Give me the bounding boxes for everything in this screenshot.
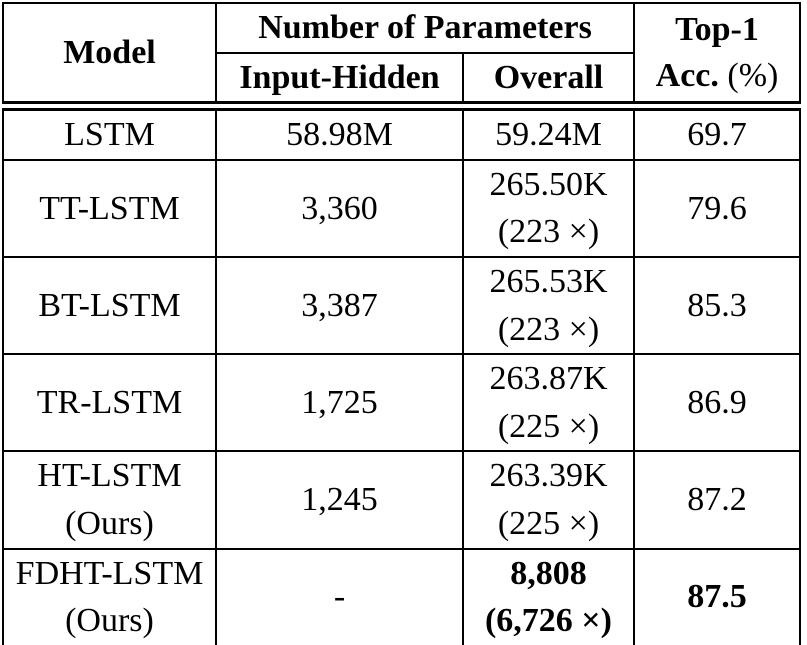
model-cell: LSTM	[2, 105, 217, 161]
accuracy-cell: 87.2	[633, 450, 801, 550]
header-params-group: Number of Parameters	[215, 2, 635, 54]
header-acc-unit: (%)	[727, 56, 779, 94]
table-row-fdht-lstm: FDHT-LSTM (Ours) - 8,808 (6,726 ×) 87.5	[2, 547, 801, 645]
accuracy-cell: 87.5	[633, 547, 801, 645]
header-top1: Top-1 Acc. (%)	[633, 1, 801, 112]
header-row-2: Input-Hidden Overall	[3, 51, 800, 112]
accuracy-cell: 85.3	[633, 255, 801, 356]
compression-ratio: (225 ×)	[497, 504, 600, 542]
table-row-ht-lstm: HT-LSTM (Ours) 1,245 263.39K (225 ×) 87.…	[2, 450, 801, 550]
model-cell: TR-LSTM	[2, 353, 217, 453]
overall-cell: 265.53K (223 ×)	[462, 255, 635, 356]
model-suffix: (Ours)	[65, 602, 154, 640]
model-cell: FDHT-LSTM (Ours)	[2, 547, 217, 645]
accuracy-cell: 79.6	[633, 158, 801, 258]
header-top1-line2: Acc. (%)	[636, 53, 798, 97]
table-row-lstm: LSTM 58.98M 59.24M 69.7	[2, 105, 801, 161]
model-cell: BT-LSTM	[2, 255, 217, 356]
overall-cell: 265.50K (223 ×)	[462, 158, 635, 258]
compression-ratio: (223 ×)	[497, 213, 600, 251]
overall-value: 8,808	[510, 554, 587, 592]
table-header: Model Number of Parameters Top-1 Acc. (%…	[2, 1, 801, 112]
overall-value: 265.50K	[489, 165, 608, 203]
header-top1-line1: Top-1	[675, 10, 759, 48]
overall-cell: 8,808 (6,726 ×)	[462, 547, 635, 645]
table-row-tt-lstm: TT-LSTM 3,360 265.50K (223 ×) 79.6	[2, 158, 801, 258]
overall-cell: 263.87K (225 ×)	[462, 353, 635, 453]
model-cell: HT-LSTM (Ours)	[2, 450, 217, 550]
accuracy-cell: 69.7	[633, 105, 801, 161]
compression-ratio: (225 ×)	[497, 407, 600, 445]
header-row-1: Model Number of Parameters Top-1 Acc. (%…	[2, 1, 801, 112]
model-suffix: (Ours)	[65, 504, 154, 542]
accuracy-cell: 86.9	[633, 353, 801, 453]
compression-ratio: (223 ×)	[497, 310, 600, 348]
input-hidden-cell: 3,360	[215, 158, 464, 258]
input-hidden-cell: 58.98M	[215, 105, 464, 161]
header-model: Model	[2, 1, 217, 112]
header-overall: Overall	[462, 51, 635, 112]
overall-value: 265.53K	[489, 262, 608, 300]
input-hidden-cell: -	[215, 547, 464, 645]
compression-ratio: (6,726 ×)	[484, 602, 613, 640]
input-hidden-cell: 1,725	[215, 353, 464, 453]
model-name: HT-LSTM	[37, 457, 182, 495]
model-cell: TT-LSTM	[2, 158, 217, 258]
header-acc-label: Acc.	[655, 56, 719, 94]
table-body: LSTM 58.98M 59.24M 69.7 TT-LSTM 3,360 26…	[2, 105, 801, 645]
input-hidden-cell: 1,245	[215, 450, 464, 550]
table-row-bt-lstm: BT-LSTM 3,387 265.53K (223 ×) 85.3	[2, 255, 801, 356]
input-hidden-cell: 3,387	[215, 255, 464, 356]
overall-cell: 263.39K (225 ×)	[462, 450, 635, 550]
table-row-tr-lstm: TR-LSTM 1,725 263.87K (225 ×) 86.9	[2, 353, 801, 453]
header-input-hidden: Input-Hidden	[215, 51, 464, 112]
overall-value: 263.39K	[489, 457, 608, 495]
overall-value: 263.87K	[489, 360, 608, 398]
model-name: FDHT-LSTM	[15, 554, 204, 592]
overall-cell: 59.24M	[462, 105, 635, 161]
